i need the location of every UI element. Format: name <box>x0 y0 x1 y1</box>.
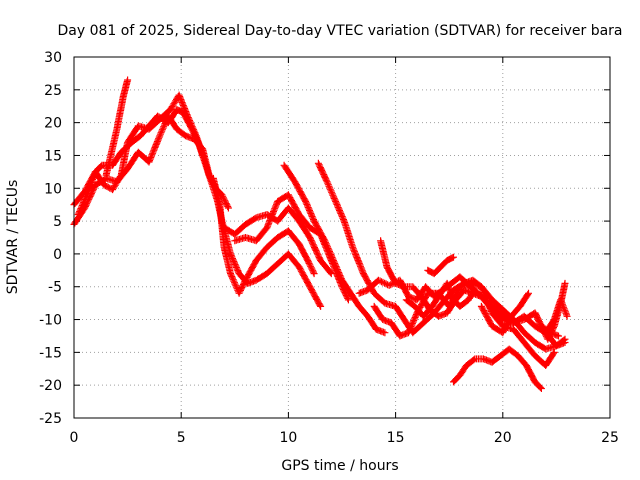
plot-frame <box>73 56 611 419</box>
y-tick-label: 25 <box>44 83 62 99</box>
y-tick-label: 30 <box>44 50 62 66</box>
series-track-14 <box>477 289 532 337</box>
plus-markers <box>477 289 532 337</box>
y-tick-label: -20 <box>39 378 62 394</box>
y-tick-label: -10 <box>39 313 62 329</box>
series-track-18 <box>450 345 545 392</box>
y-axis-label: SDTVAR / TECUs <box>5 180 21 295</box>
plus-markers <box>542 296 571 337</box>
y-tick-label: -5 <box>48 280 62 296</box>
x-tick-label: 20 <box>494 430 512 446</box>
x-tick-label: 15 <box>387 430 405 446</box>
series-track-15 <box>424 253 457 278</box>
x-tick-label: 25 <box>601 430 619 446</box>
chart-title: Day 081 of 2025, Sidereal Day-to-day VTE… <box>57 23 622 39</box>
plus-markers <box>209 174 318 297</box>
y-tick-label: -15 <box>39 345 62 361</box>
y-tick-label: 10 <box>44 181 62 197</box>
y-tick-label: -25 <box>39 411 62 427</box>
axis-ticks: 0 5 10 15 20 25 -25 -20 -15 -10 -5 0 5 10 15 20 25 30 <box>39 50 619 446</box>
series-track-13 <box>402 279 479 320</box>
plus-markers <box>450 345 545 392</box>
plus-markers <box>424 253 457 278</box>
x-tick-label: 0 <box>70 430 79 446</box>
x-tick-label: 5 <box>177 430 186 446</box>
series-track-5 <box>209 174 318 297</box>
x-tick-label: 10 <box>279 430 297 446</box>
plus-markers <box>402 279 479 320</box>
y-tick-label: 5 <box>53 214 62 230</box>
data-series <box>70 76 571 392</box>
series-track-17 <box>542 296 571 337</box>
x-axis-label: GPS time / hours <box>281 458 398 474</box>
grid <box>74 57 610 418</box>
y-tick-label: 0 <box>53 247 62 263</box>
y-tick-label: 15 <box>44 148 62 164</box>
series-track-8 <box>280 161 389 337</box>
plus-markers <box>280 161 389 337</box>
y-tick-label: 20 <box>44 116 62 132</box>
